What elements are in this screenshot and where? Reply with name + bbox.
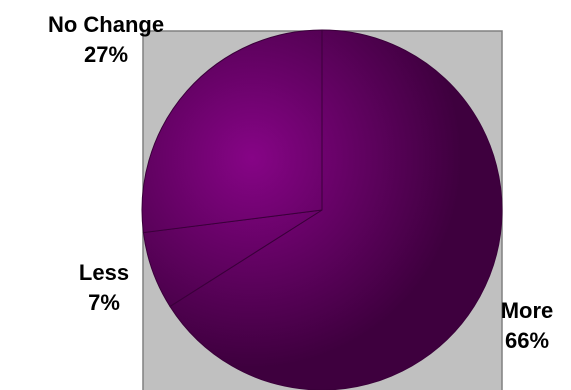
slice-label-no-change-name: No Change — [47, 12, 165, 37]
slice-label-more-name: More — [500, 298, 554, 323]
slice-label-more: More 66% — [482, 296, 571, 356]
pie-slice-more — [169, 29, 503, 390]
slice-label-less: Less 7% — [54, 258, 154, 318]
slice-label-less-value: 7% — [88, 290, 120, 315]
slice-label-no-change-value: 27% — [83, 42, 129, 67]
pie-slices — [141, 29, 503, 390]
slice-label-more-value: 66% — [504, 328, 550, 353]
slice-label-no-change: No Change 27% — [6, 10, 206, 70]
slice-label-less-name: Less — [78, 260, 130, 285]
pie-slice-no-change — [141, 29, 323, 234]
